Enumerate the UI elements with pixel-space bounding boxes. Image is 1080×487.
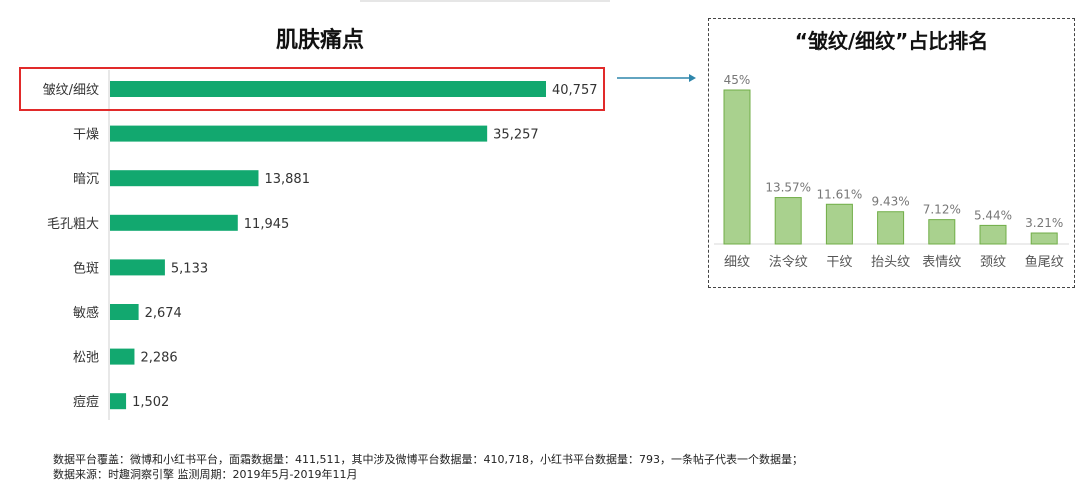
value-label: 5.44%	[974, 208, 1012, 222]
category-label: 毛孔粗大	[47, 217, 99, 232]
bar	[110, 259, 165, 276]
bar	[110, 393, 127, 410]
category-label: 色斑	[73, 260, 99, 276]
wrinkle-ranking-panel: “皱纹/细纹”占比排名 45% 细纹 13.57% 法令纹 11.61% 干纹 9.43% 抬…	[708, 18, 1075, 288]
category-label: 痘痘	[73, 395, 99, 410]
arrow-icon	[617, 74, 696, 82]
category-label: 法令纹	[769, 255, 808, 270]
bar	[110, 170, 259, 187]
bar	[110, 348, 135, 365]
top-divider	[360, 0, 610, 2]
bar	[110, 125, 488, 142]
category-label: 敏感	[73, 305, 99, 321]
bar	[825, 203, 853, 245]
wrinkle-share-bar-chart: 45% 细纹 13.57% 法令纹 11.61% 干纹 9.43% 抬头纹 7.12% 表情纹 5.…	[714, 73, 1069, 270]
bar	[928, 219, 956, 245]
category-label: 松弛	[73, 351, 99, 366]
value-label: 11,945	[244, 217, 290, 232]
value-label: 13.57%	[765, 181, 811, 195]
footnote-coverage: 数据平台覆盖：微博和小红书平台，面霜数据量：411,511，其中涉及微博平台数据…	[53, 453, 803, 466]
bar	[110, 81, 546, 97]
value-label: 9.43%	[872, 195, 910, 209]
bar	[110, 304, 139, 320]
bar	[110, 214, 238, 231]
value-label: 13,881	[264, 172, 310, 187]
bar	[979, 224, 1007, 245]
bar	[774, 197, 802, 245]
value-label: 11.61%	[817, 187, 863, 201]
category-label: 抬头纹	[871, 255, 910, 270]
highlight-box	[19, 67, 605, 111]
value-label: 5,133	[171, 261, 208, 276]
bar	[877, 211, 905, 245]
value-label: 1,502	[132, 395, 169, 410]
value-label: 3.21%	[1025, 216, 1063, 230]
value-label: 2,286	[140, 351, 177, 366]
left-chart-title: 肌肤痛点	[275, 28, 364, 53]
value-label: 2,674	[145, 306, 182, 321]
value-label: 7.12%	[923, 203, 961, 217]
category-label: 皱纹/细纹	[43, 82, 99, 98]
footnote: 数据平台覆盖：微博和小红书平台，面霜数据量：411,511，其中涉及微博平台数据…	[53, 452, 1073, 482]
value-label: 40,757	[552, 83, 598, 98]
category-label: 细纹	[724, 255, 750, 270]
category-label: 鱼尾纹	[1025, 254, 1064, 270]
skin-concerns-bar-chart: 皱纹/细纹 40,757 干燥 35,257 暗沉 13,881 毛孔粗大 11,945 色斑 5…	[43, 70, 598, 420]
bar	[1030, 232, 1058, 245]
category-label: 颈纹	[980, 255, 1006, 270]
value-label: 35,257	[493, 128, 538, 143]
category-label: 表情纹	[922, 255, 961, 270]
right-chart-title: “皱纹/细纹”占比排名	[794, 29, 989, 53]
category-label: 干燥	[73, 128, 99, 143]
category-label: 干纹	[826, 255, 852, 270]
bar	[723, 89, 751, 245]
category-label: 暗沉	[73, 172, 99, 187]
value-label: 45%	[724, 73, 751, 87]
footnote-source: 数据来源：时趣洞察引擎 监测周期：2019年5月-2019年11月	[53, 468, 358, 481]
